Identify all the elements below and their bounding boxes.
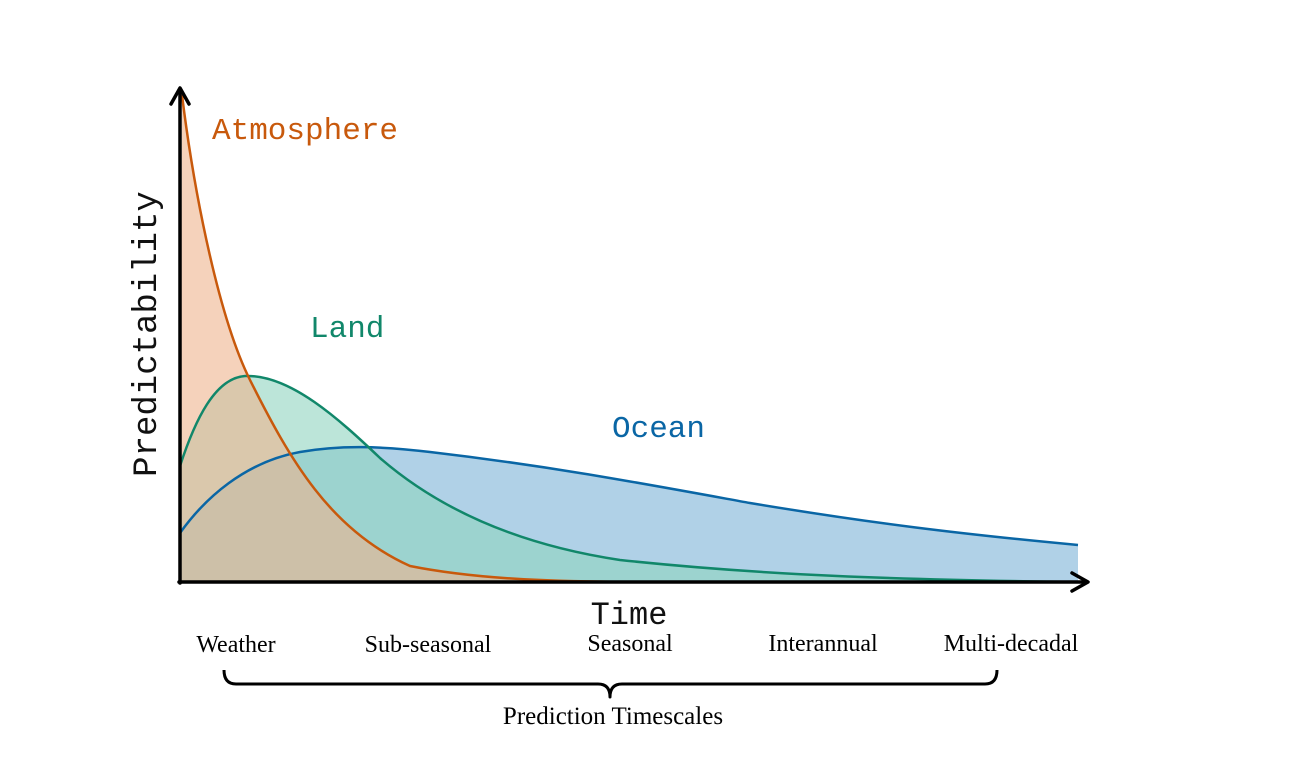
prediction-timescales-label: Prediction Timescales bbox=[503, 703, 723, 730]
timescale-labels: Weather Sub-seasonal Seasonal Interannua… bbox=[196, 631, 1078, 658]
curve-fills bbox=[180, 95, 1078, 582]
timescale-weather: Weather bbox=[196, 632, 275, 658]
axes bbox=[169, 86, 1090, 593]
curve-lines bbox=[178, 94, 1079, 584]
x-axis-label: Time bbox=[591, 597, 668, 634]
timescale-bracket bbox=[222, 669, 999, 699]
timescale-seasonal: Seasonal bbox=[587, 631, 673, 657]
land-curve bbox=[178, 374, 1079, 584]
timescale-sub-seasonal: Sub-seasonal bbox=[365, 632, 492, 658]
y-axis-arrowhead bbox=[169, 86, 191, 106]
atmosphere-curve bbox=[180, 94, 661, 584]
atmosphere-area bbox=[180, 95, 660, 582]
ocean-curve bbox=[178, 445, 1079, 547]
land-label: Land bbox=[310, 312, 384, 347]
timescale-multi-decadal: Multi-decadal bbox=[944, 631, 1079, 657]
ocean-label: Ocean bbox=[612, 412, 705, 447]
timescale-interannual: Interannual bbox=[768, 631, 878, 657]
land-area bbox=[180, 375, 1078, 582]
atmosphere-label: Atmosphere bbox=[212, 114, 398, 149]
x-axis-arrowhead bbox=[1070, 571, 1090, 593]
y-axis-label: Predictability bbox=[129, 191, 167, 477]
